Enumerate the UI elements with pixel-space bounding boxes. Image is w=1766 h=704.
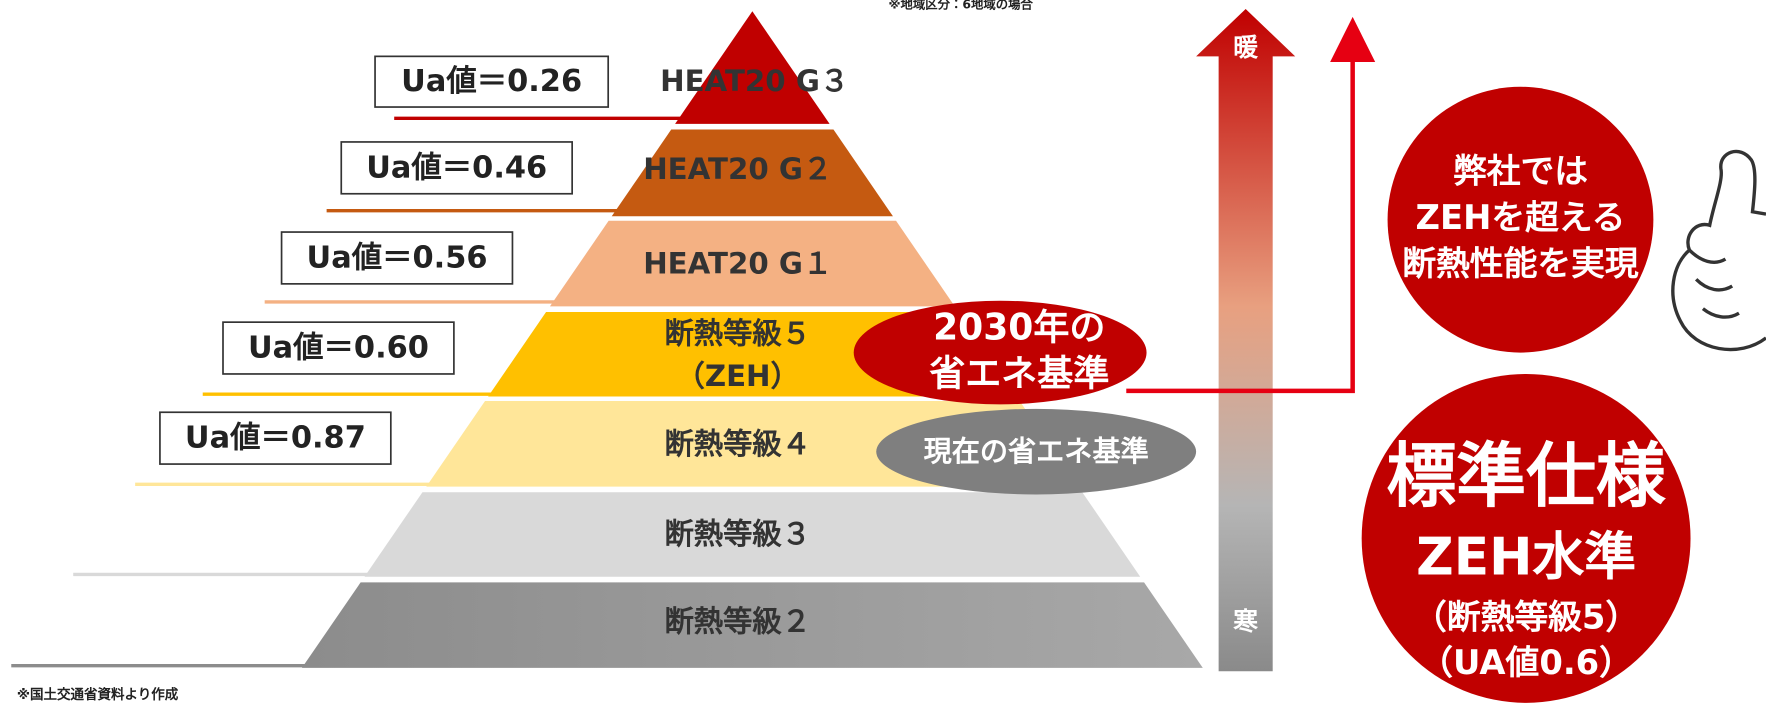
body: ※地域区分：6地域の場合 ※国土交通省資料より作成 暖 寒 HEAT20 G３ U… <box>0 0 1766 704</box>
ua-value: Ua値＝0.60 <box>248 331 429 366</box>
cold-label: 寒 <box>1232 607 1258 636</box>
level-label: 断熱等級３ <box>665 517 811 551</box>
level-label: （ZEH） <box>676 359 800 393</box>
badge-2030-line: 省エネ基準 <box>929 353 1109 394</box>
ua-value: Ua値＝0.56 <box>307 240 488 275</box>
region-note: ※地域区分：6地域の場合 <box>889 0 1034 12</box>
page: 断熱性能ピラミッド {"header": {"note": "※地域区分：6地域… <box>0 0 1766 704</box>
ua-value: Ua値＝0.87 <box>185 421 366 456</box>
badge-current-text: 現在の省エネ基準 <box>924 435 1149 468</box>
level-label: HEAT20 G１ <box>643 247 832 281</box>
temperature-arrow <box>1196 9 1295 671</box>
level-label: 断熱等級４ <box>665 427 811 461</box>
target-arrowhead <box>1330 17 1375 62</box>
standard-title: 標準仕様 <box>1386 436 1666 517</box>
level-label: HEAT20 G３ <box>660 64 849 98</box>
ua-value: Ua値＝0.46 <box>366 150 547 185</box>
diagram: ※地域区分：6地域の場合 ※国土交通省資料より作成 暖 寒 HEAT20 G３ U… <box>0 0 1766 704</box>
badge-2030-line: 2030年の <box>933 307 1105 348</box>
feature-line: 弊社では <box>1453 152 1588 191</box>
level-label: 断熱等級２ <box>665 605 811 639</box>
level-label: HEAT20 G２ <box>643 152 832 186</box>
hand-icon <box>1673 151 1766 349</box>
standard-level: ZEH水準 <box>1416 528 1636 588</box>
feature-line: 断熱性能を実現 <box>1402 244 1639 283</box>
ua-value: Ua値＝0.26 <box>401 64 582 99</box>
source-note: ※国土交通省資料より作成 <box>17 686 179 703</box>
level-label: 断熱等級５ <box>665 316 811 350</box>
standard-ua: （UA値0.6） <box>1419 643 1633 682</box>
warm-label: 暖 <box>1233 33 1258 62</box>
feature-line: ZEHを超える <box>1416 198 1626 237</box>
standard-grade: （断熱等級5） <box>1413 598 1639 637</box>
